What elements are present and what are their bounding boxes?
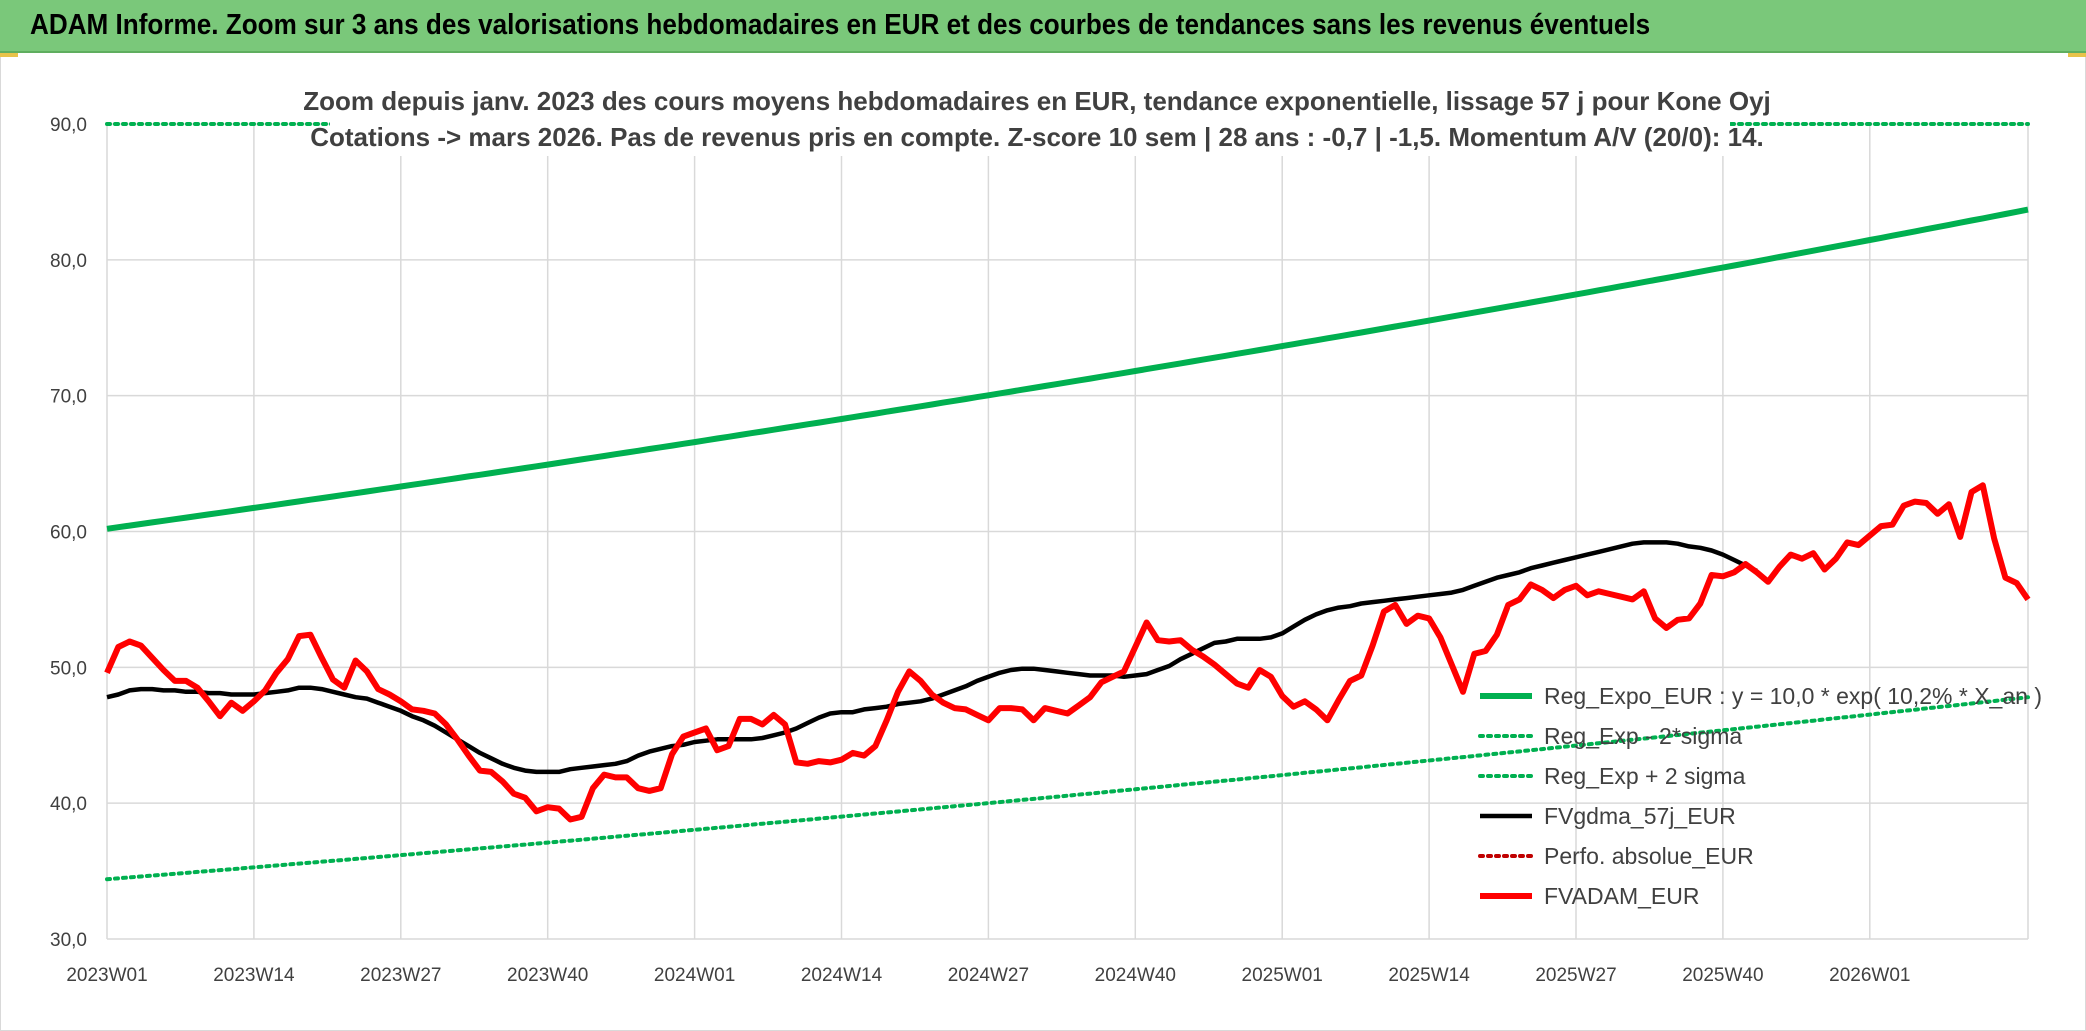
x-tick-label: 2023W14 [213,965,295,986]
x-tick-label: 2024W27 [948,965,1029,986]
x-tick-label: 2025W01 [1242,965,1323,986]
chart-area: 30,0 40,0 50,0 60,0 70,0 80,0 90,0 2023W01 2023… [0,56,2086,1031]
y-tick-label: 80,0 [50,251,87,272]
chart-title: Zoom depuis janv. 2023 des cours moyens … [303,86,1771,116]
legend-label: Reg_Expo_EUR : y = 10,0 * exp( 10,2% * X… [1544,683,2042,709]
y-tick-label: 70,0 [50,387,87,408]
legend-label: Perfo. absolue_EUR [1544,843,1754,869]
x-tick-label: 2025W14 [1388,965,1470,986]
corner-marker-left [0,53,18,57]
y-tick-label: 60,0 [50,523,87,544]
legend: Reg_Expo_EUR : y = 10,0 * exp( 10,2% * X… [1478,683,2042,909]
subtitle-background [330,76,1730,156]
x-tick-label: 2026W01 [1829,965,1910,986]
page-title: ADAM Informe. Zoom sur 3 ans des valoris… [30,9,1651,41]
x-tick-label: 2023W40 [507,965,588,986]
legend-label: Reg_Exp - 2*sigma [1544,723,1742,749]
series-trend-line [106,206,2029,532]
x-tick-label: 2024W40 [1095,965,1176,986]
series-smoothed-line [106,540,1758,775]
legend-label: Reg_Exp + 2 sigma [1544,763,1746,789]
x-tick-label: 2025W40 [1682,965,1763,986]
corner-marker-right [2068,53,2086,57]
x-tick-label: 2023W27 [360,965,441,986]
y-axis-ticks: 30,0 40,0 50,0 60,0 70,0 80,0 90,0 [50,115,87,951]
x-axis-ticks: 2023W01 2023W14 2023W27 2023W40 2024W01 2024W… [66,965,1910,986]
y-tick-label: 40,0 [50,794,87,815]
header-bar: ADAM Informe. Zoom sur 3 ans des valoris… [0,0,2086,53]
y-tick-label: 50,0 [50,658,87,679]
legend-label: FVgdma_57j_EUR [1544,803,1736,829]
chart-subtitle: Cotations -> mars 2026. Pas de revenus p… [310,122,1764,152]
chart-svg: 30,040,050,060,070,080,090,0 2023W01 2023… [50,76,2042,986]
x-tick-label: 2025W27 [1535,965,1616,986]
grid-layer [106,123,2029,940]
y-tick-label: 30,0 [50,930,87,951]
series-price-line [104,482,2031,823]
y-tick-label: 90,0 [50,115,87,136]
legend-label: FVADAM_EUR [1544,883,1700,909]
series-trend-upper-band [105,695,2030,882]
x-tick-label: 2024W01 [654,965,735,986]
x-tick-label: 2023W01 [66,965,147,986]
x-tick-label: 2024W14 [801,965,883,986]
